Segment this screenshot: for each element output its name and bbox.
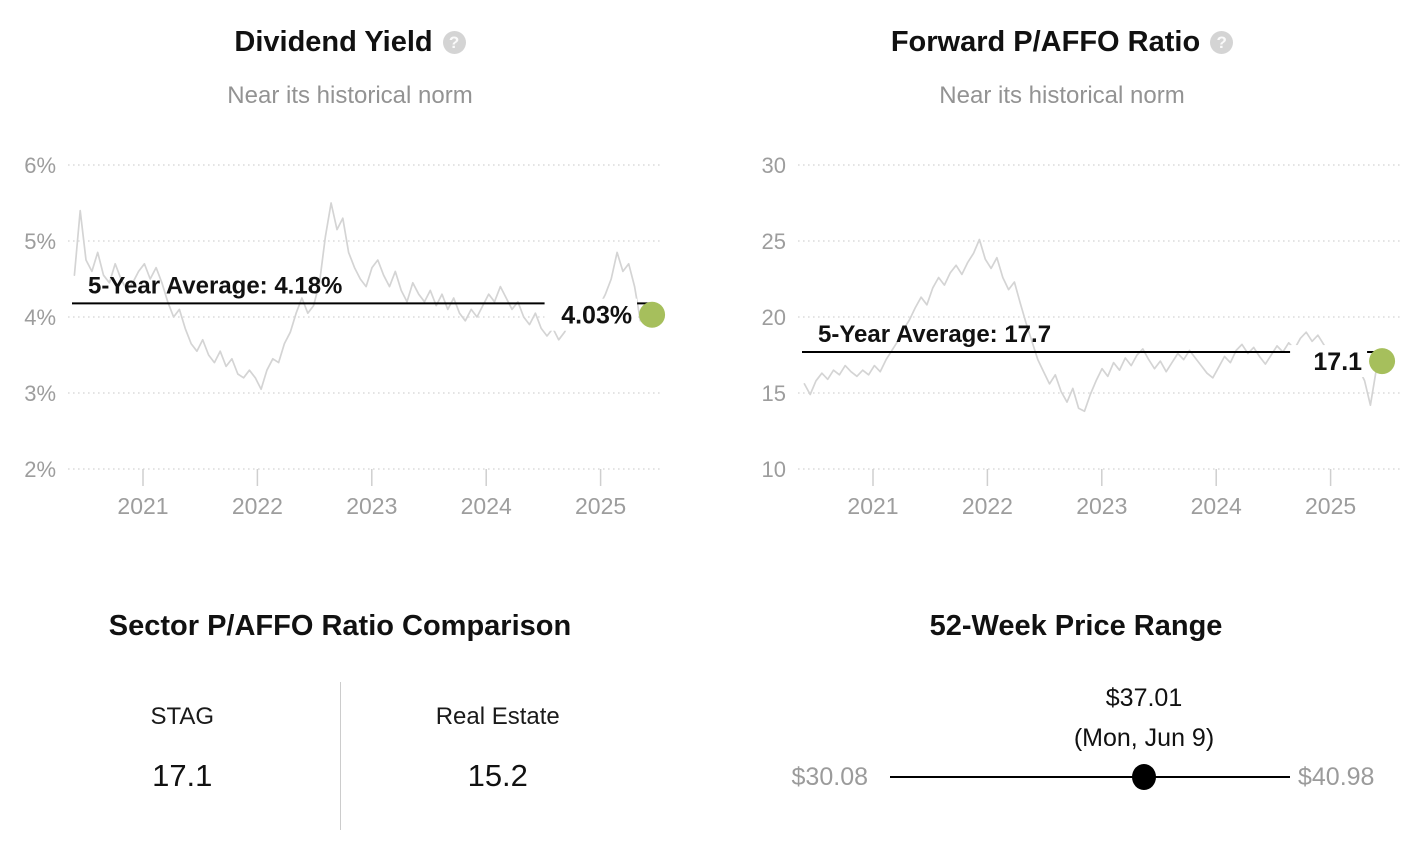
dividend-yield-header: Dividend Yield? Near its historical norm [0,26,700,111]
chart-title: Forward P/AFFO Ratio [890,26,1201,58]
comparison-name: Real Estate [435,703,560,730]
help-icon[interactable]: ? [442,31,466,54]
x-axis-label: 2025 [575,493,626,519]
x-axis-label: 2023 [1076,493,1127,519]
x-axis-label: 2024 [461,493,512,519]
average-label: 5-Year Average: 17.7 [818,321,1051,348]
chart-subtitle: Near its historical norm [939,82,1185,109]
y-axis-label: 6% [24,153,56,178]
range-low-label: $30.08 [791,763,868,791]
comparison-value: 17.1 [152,758,213,793]
y-axis-label: 2% [24,457,56,482]
comparison-columns: STAG 17.1 Real Estate 15.2 [25,682,655,830]
range-track [890,776,1290,778]
y-axis-label: 20 [762,305,786,330]
current-price-block: $37.01 (Mon, Jun 9) [994,684,1294,752]
dividend-yield-plot: 6% 5% 4% 3% 2% 2021 2022 2023 2024 2025 5-Year Ave… [24,153,666,519]
x-axis-label: 2023 [346,493,397,519]
y-axis-label: 4% [24,305,56,330]
paffo-ratio-plot: 30 25 20 15 10 2021 2022 2023 2024 2025 5-Year Ave… [762,153,1400,519]
y-axis-label: 25 [762,229,786,254]
y-axis-label: 15 [762,381,786,406]
price-range-panel: 52-Week Price Range $37.01 (Mon, Jun 9) … [740,608,1412,828]
current-value-dot [639,301,666,328]
paffo-ratio-header: Forward P/AFFO Ratio? Near its historica… [712,26,1412,111]
section-title: Sector P/AFFO Ratio Comparison [108,610,572,642]
comparison-name: STAG [150,703,215,730]
y-axis-label: 5% [24,229,56,254]
current-value-label: 17.1 [1313,348,1362,376]
x-axis-label: 2022 [232,493,283,519]
price-range-handle [1132,764,1157,790]
current-price: $37.01 [1105,684,1183,712]
sector-comparison-panel: Sector P/AFFO Ratio Comparison STAG 17.1… [25,608,655,830]
comparison-value: 15.2 [467,758,528,793]
y-axis-label: 3% [24,381,56,406]
x-axis-label: 2024 [1191,493,1242,519]
comparison-item-sector: Real Estate 15.2 [341,682,656,830]
current-value-label: 4.03% [561,302,632,330]
current-price-date: (Mon, Jun 9) [1073,724,1215,752]
x-axis-label: 2025 [1305,493,1356,519]
current-label-backing [1290,345,1368,378]
series-line [803,238,1383,413]
chart-subtitle: Near its historical norm [227,82,473,109]
chart-title: Dividend Yield [234,26,433,58]
range-high-label: $40.98 [1298,763,1375,791]
help-icon[interactable]: ? [1210,31,1234,54]
x-axis-label: 2021 [847,493,898,519]
section-title: 52-Week Price Range [929,610,1223,642]
series-line [73,202,653,391]
current-label-backing [544,298,638,331]
x-axis-label: 2021 [117,493,168,519]
comparison-item-stag: STAG 17.1 [25,682,340,830]
y-axis-label: 30 [762,153,786,178]
x-axis-label: 2022 [962,493,1013,519]
vertical-divider [339,682,341,830]
current-value-dot [1369,348,1396,375]
average-label: 5-Year Average: 4.18% [88,272,342,299]
y-axis-label: 10 [762,457,786,482]
